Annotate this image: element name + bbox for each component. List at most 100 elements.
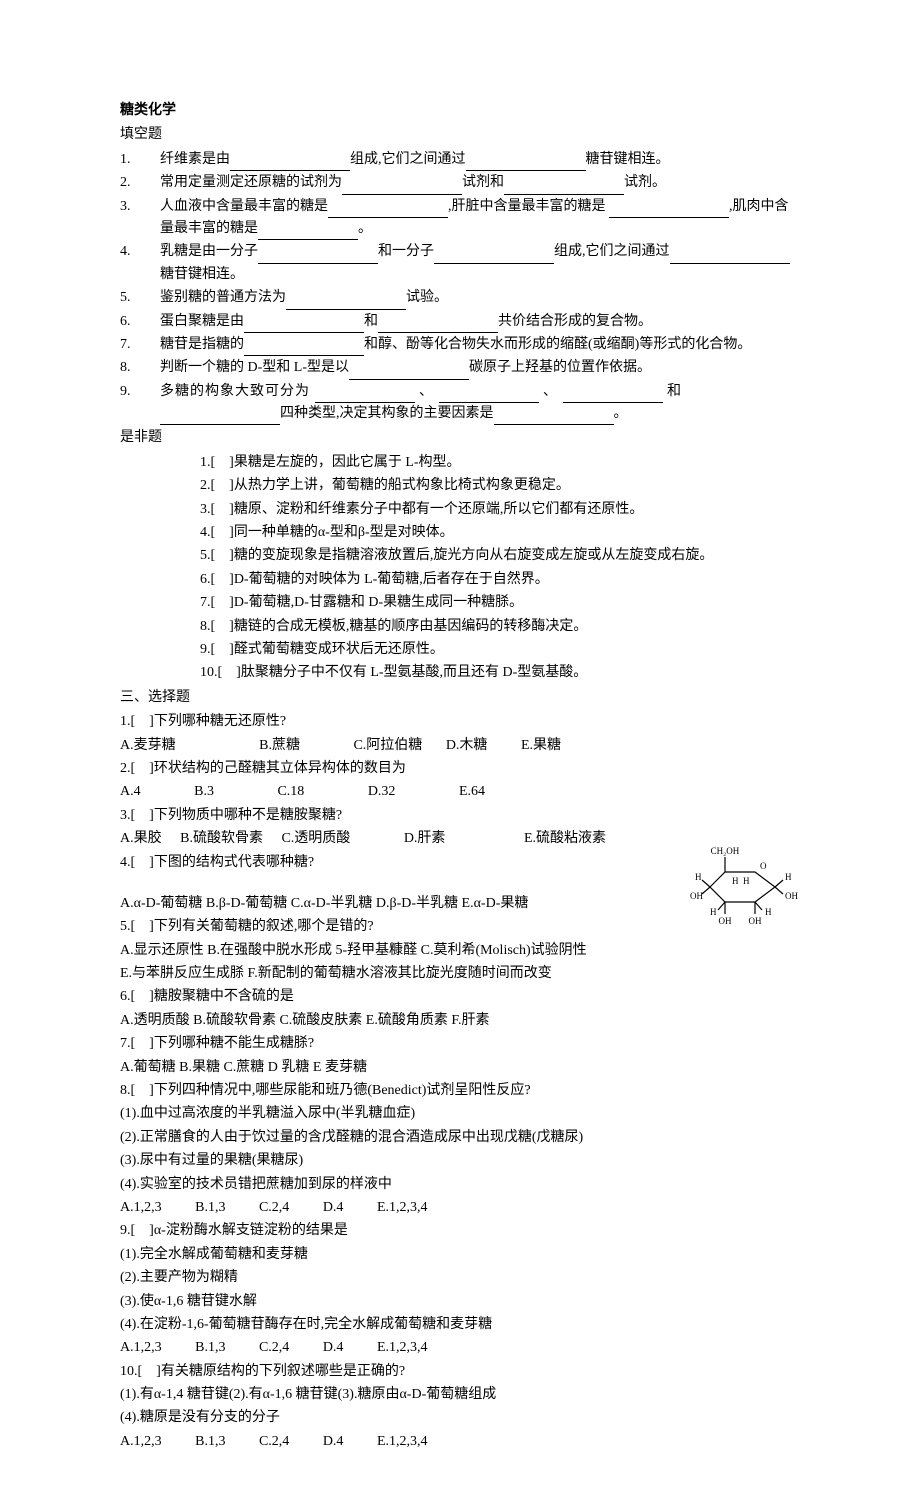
text-part: 和 <box>364 314 378 329</box>
mc-q10: 10.[ ]有关糖原结构的下列叙述哪些是正确的? <box>120 1361 800 1383</box>
mc-q6: 6.[ ]糖胺聚糖中不含硫的是 <box>120 986 800 1008</box>
mc-q9-sub1: (1).完全水解成葡萄糖和麦芽糖 <box>120 1244 800 1266</box>
blank-field[interactable] <box>670 248 790 264</box>
blank-field[interactable] <box>315 387 415 403</box>
svg-text:H: H <box>732 876 739 886</box>
text-part: 判断一个糖的 D-型和 L-型是以 <box>160 360 349 375</box>
mc-q8-sub2: (2).正常膳食的人由于饮过量的含戊醛糖的混合酒造成尿中出现戊糖(戊糖尿) <box>120 1127 800 1149</box>
fill-blank-1: 1. 纤维素是由组成,它们之间通过糖苷键相连。 <box>120 149 800 171</box>
option-b: B.1,3 <box>195 1337 225 1359</box>
option-a: A.1,2,3 <box>120 1337 162 1359</box>
blank-field[interactable] <box>504 179 624 195</box>
text-part: 蛋白聚糖是由 <box>160 314 244 329</box>
mc-q8-sub4: (4).实验室的技术员错把蔗糖加到尿的样液中 <box>120 1174 800 1196</box>
mc-q8-options: A.1,2,3 B.1,3 C.2,4 D.4 E.1,2,3,4 <box>120 1197 800 1219</box>
option-e: E.硫酸粘液素 <box>524 828 606 850</box>
sugar-structure-diagram: CH₂OH O H OH H OH OH H H OH H H <box>680 842 800 932</box>
fill-blank-6: 6. 蛋白聚糖是由和共价结合形成的复合物。 <box>120 311 800 333</box>
blank-field[interactable] <box>258 224 358 240</box>
multiple-choice-header: 三、选择题 <box>120 687 800 709</box>
text-part: 糖苷键相连。 <box>586 152 670 167</box>
blank-field[interactable] <box>434 248 554 264</box>
blank-field[interactable] <box>349 364 469 380</box>
mc-q8: 8.[ ]下列四种情况中,哪些尿能和班乃德(Benedict)试剂呈阳性反应? <box>120 1080 800 1102</box>
item-text: 乳糖是由一分子和一分子组成,它们之间通过糖苷键相连。 <box>160 241 800 286</box>
option-b: B.蔗糖 <box>259 735 300 757</box>
option-d: D.肝素 <box>404 828 446 850</box>
mc-q5-options-2: E.与苯肼反应生成脎 F.新配制的葡萄糖水溶液其比旋光度随时间而改变 <box>120 963 800 985</box>
blank-field[interactable] <box>378 317 498 333</box>
blank-field[interactable] <box>609 202 729 218</box>
fill-blank-header: 填空题 <box>120 124 800 146</box>
blank-field[interactable] <box>286 294 406 310</box>
option-a: A.麦芽糖 <box>120 735 176 757</box>
option-e: E.1,2,3,4 <box>377 1197 428 1219</box>
mc-q3: 3.[ ]下列物质中哪种不是糖胺聚糖? <box>120 805 800 827</box>
option-d: D.4 <box>323 1431 344 1453</box>
mc-q8-sub3: (3).尿中有过量的果糖(果糖尿) <box>120 1150 800 1172</box>
svg-text:OH: OH <box>719 916 732 926</box>
svg-text:CH₂OH: CH₂OH <box>711 846 740 856</box>
text-part: 试剂。 <box>624 175 666 190</box>
blank-field[interactable] <box>439 387 539 403</box>
option-c: C.2,4 <box>259 1197 289 1219</box>
blank-field[interactable] <box>244 340 364 356</box>
tf-item-9: 9.[ ]醛式葡萄糖变成环状后无还原性。 <box>200 639 800 661</box>
blank-field[interactable] <box>342 179 462 195</box>
mc-q6-options: A.透明质酸 B.硫酸软骨素 C.硫酸皮肤素 E.硫酸角质素 F.肝素 <box>120 1010 800 1032</box>
blank-field[interactable] <box>494 409 614 425</box>
blank-field[interactable] <box>244 317 364 333</box>
item-text: 糖苷是指糖的和醇、酚等化合物失水而形成的缩醛(或缩酮)等形式的化合物。 <box>160 334 800 356</box>
mc-q7-options: A.葡萄糖 B.果糖 C.蔗糖 D 乳糖 E 麦芽糖 <box>120 1057 800 1079</box>
mc-q10-sub1: (1).有α-1,4 糖苷键(2).有α-1,6 糖苷键(3).糖原由α-D-葡… <box>120 1384 800 1406</box>
blank-field[interactable] <box>466 155 586 171</box>
blank-field[interactable] <box>563 387 663 403</box>
option-a: A.1,2,3 <box>120 1431 162 1453</box>
text-part: 共价结合形成的复合物。 <box>498 314 652 329</box>
item-number: 4. <box>120 241 160 286</box>
option-a: A.4 <box>120 781 141 803</box>
item-number: 5. <box>120 287 160 309</box>
mc-q9: 9.[ ]α-淀粉酶水解支链淀粉的结果是 <box>120 1220 800 1242</box>
text-part: 和 <box>667 384 682 399</box>
option-d: D.4 <box>323 1337 344 1359</box>
option-c: C.18 <box>277 781 304 803</box>
blank-field[interactable] <box>230 155 350 171</box>
svg-text:OH: OH <box>749 916 762 926</box>
item-text: 鉴别糖的普通方法为试验。 <box>160 287 800 309</box>
blank-field[interactable] <box>328 202 448 218</box>
tf-item-6: 6.[ ]D-葡萄糖的对映体为 L-葡萄糖,后者存在于自然界。 <box>200 569 800 591</box>
option-c: C.2,4 <box>259 1337 289 1359</box>
option-b: B.1,3 <box>195 1431 225 1453</box>
option-d: D.4 <box>323 1197 344 1219</box>
tf-item-4: 4.[ ]同一种单糖的α-型和β-型是对映体。 <box>200 522 800 544</box>
option-b: B.1,3 <box>195 1197 225 1219</box>
mc-q1-options: A.麦芽糖 B.蔗糖 C.阿拉伯糖 D.木糖 E.果糖 <box>120 735 800 757</box>
text-part: 。 <box>358 221 372 236</box>
tf-item-3: 3.[ ]糖原、淀粉和纤维素分子中都有一个还原端,所以它们都有还原性。 <box>200 499 800 521</box>
option-a: A.果胶 <box>120 828 162 850</box>
text-part: 四种类型,决定其构象的主要因素是 <box>280 406 494 421</box>
text-part: 人血液中含量最丰富的糖是 <box>160 199 328 214</box>
mc-q8-sub1: (1).血中过高浓度的半乳糖溢入尿中(半乳糖血症) <box>120 1103 800 1125</box>
tf-item-1: 1.[ ]果糖是左旋的，因此它属于 L-构型。 <box>200 452 800 474</box>
svg-text:O: O <box>760 861 767 871</box>
svg-text:OH: OH <box>690 891 703 901</box>
blank-field[interactable] <box>160 409 280 425</box>
mc-q2-options: A.4 B.3 C.18 D.32 E.64 <box>120 781 800 803</box>
text-part: 组成,它们之间通过 <box>554 244 670 259</box>
mc-q9-options: A.1,2,3 B.1,3 C.2,4 D.4 E.1,2,3,4 <box>120 1337 800 1359</box>
text-part: 纤维素是由 <box>160 152 230 167</box>
text-part: 组成,它们之间通过 <box>350 152 466 167</box>
blank-field[interactable] <box>258 248 378 264</box>
tf-item-5: 5.[ ]糖的变旋现象是指糖溶液放置后,旋光方向从右旋变成左旋或从左旋变成右旋。 <box>200 545 800 567</box>
fill-blank-2: 2. 常用定量测定还原糖的试剂为试剂和试剂。 <box>120 172 800 194</box>
item-number: 3. <box>120 196 160 241</box>
tf-item-2: 2.[ ]从热力学上讲，葡萄糖的船式构象比椅式构象更稳定。 <box>200 475 800 497</box>
text-part: 糖苷键相连。 <box>160 267 244 282</box>
svg-text:H: H <box>695 872 702 882</box>
fill-blank-4: 4. 乳糖是由一分子和一分子组成,它们之间通过糖苷键相连。 <box>120 241 800 286</box>
mc-q1: 1.[ ]下列哪种糖无还原性? <box>120 711 800 733</box>
text-part: 试验。 <box>406 290 448 305</box>
document-title: 糖类化学 <box>120 100 800 122</box>
